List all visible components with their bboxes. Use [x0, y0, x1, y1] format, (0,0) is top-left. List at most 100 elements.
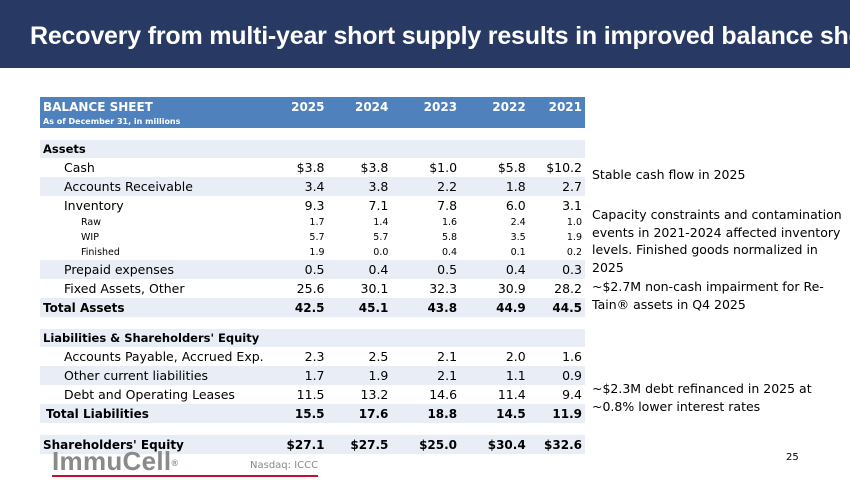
- cell-value: 0.4: [441, 247, 458, 258]
- cell-value: $3.8: [360, 160, 389, 175]
- cell-value: 2.3: [304, 349, 325, 364]
- row-label: Inventory: [64, 198, 124, 213]
- cell-value: 42.5: [263, 298, 328, 317]
- cell-value: 3.4: [263, 177, 328, 196]
- balance-sheet-table: BALANCE SHEET 2025 2024 2023 2022 2021 A…: [40, 97, 585, 454]
- row-label: Debt and Operating Leases: [64, 387, 235, 402]
- row-label: WIP: [81, 232, 99, 243]
- cell-value: 0.0: [373, 247, 389, 258]
- cell-value: 2.1: [391, 366, 461, 385]
- footer-accent-line: [52, 475, 318, 477]
- assets-heading: Assets: [40, 140, 585, 158]
- slide-title: Recovery from multi-year short supply re…: [30, 22, 850, 50]
- total-row: Total Assets 42.5 45.1 43.8 44.9 44.5: [40, 298, 585, 317]
- table-row: Accounts Payable, Accrued Exp. 2.3 2.5 2…: [40, 347, 585, 366]
- cell-value: 2.7: [528, 177, 585, 196]
- cell-value: 1.1: [460, 366, 529, 385]
- cell-value: 0.3: [528, 260, 585, 279]
- page-number: 25: [786, 452, 799, 463]
- cell-value: $27.1: [263, 435, 328, 454]
- total-row: Total Liabilities 15.5 17.6 18.8 14.5 11…: [40, 404, 585, 423]
- table-title: BALANCE SHEET: [40, 97, 264, 114]
- cell-value: 2.1: [437, 349, 458, 364]
- note-debt: ~$2.3M debt refinanced in 2025 at ~0.8% …: [592, 381, 812, 414]
- liabilities-heading: Liabilities & Shareholders' Equity: [40, 329, 585, 347]
- cell-value: 3.1: [562, 198, 582, 213]
- cell-value: 1.6: [562, 349, 582, 364]
- cell-value: 3.5: [510, 232, 526, 243]
- immucell-logo: ImmuCell®: [52, 447, 178, 475]
- cell-value: 45.1: [327, 298, 392, 317]
- cell-value: 0.4: [327, 260, 392, 279]
- cell-value: 1.4: [373, 217, 389, 228]
- row-label: Accounts Payable, Accrued Exp.: [64, 349, 264, 364]
- total-row: Shareholders' Equity $27.1 $27.5 $25.0 $…: [40, 435, 585, 454]
- section-row: Assets: [40, 140, 585, 158]
- cell-value: 14.6: [429, 387, 458, 402]
- cell-value: 9.4: [562, 387, 582, 402]
- cell-value: 0.1: [510, 247, 526, 258]
- cell-value: 11.9: [528, 404, 585, 423]
- table-subtitle: As of December 31, in millions: [40, 114, 585, 128]
- cell-value: 1.0: [566, 217, 582, 228]
- row-label: Raw: [81, 217, 101, 228]
- cell-value: 1.7: [309, 217, 325, 228]
- row-label: Finished: [81, 247, 120, 258]
- logo-text: ImmuCell: [52, 446, 172, 476]
- table-row: Raw 1.7 1.4 1.6 2.4 1.0: [40, 215, 585, 230]
- registered-mark: ®: [171, 458, 179, 468]
- table-row: Prepaid expenses 0.5 0.4 0.5 0.4 0.3: [40, 260, 585, 279]
- cell-value: $10.2: [546, 160, 582, 175]
- table-row: Other current liabilities 1.7 1.9 2.1 1.…: [40, 366, 585, 385]
- section-row: Liabilities & Shareholders' Equity: [40, 329, 585, 347]
- title-bar: Recovery from multi-year short supply re…: [0, 0, 850, 68]
- table-row: Accounts Receivable 3.4 3.8 2.2 1.8 2.7: [40, 177, 585, 196]
- cell-value: 2.5: [368, 349, 389, 364]
- cell-value: 5.7: [309, 232, 325, 243]
- cell-value: 1.7: [263, 366, 328, 385]
- table-row: Inventory 9.3 7.1 7.8 6.0 3.1: [40, 196, 585, 215]
- year-header: 2022: [460, 97, 529, 114]
- row-label: Total Liabilities: [40, 404, 264, 423]
- cell-value: 2.0: [505, 349, 526, 364]
- cell-value: 44.9: [460, 298, 529, 317]
- ticker-label: Nasdaq: ICCC: [250, 460, 319, 471]
- cell-value: 30.9: [497, 281, 526, 296]
- cell-value: 32.3: [429, 281, 458, 296]
- table-subtitle-row: As of December 31, in millions: [40, 114, 585, 128]
- cell-value: 6.0: [505, 198, 526, 213]
- cell-value: $27.5: [327, 435, 392, 454]
- cell-value: 44.5: [528, 298, 585, 317]
- cell-value: 0.5: [263, 260, 328, 279]
- cell-value: 1.8: [460, 177, 529, 196]
- cell-value: $3.8: [296, 160, 325, 175]
- cell-value: $25.0: [391, 435, 461, 454]
- cell-value: 14.5: [460, 404, 529, 423]
- table-header-row: BALANCE SHEET 2025 2024 2023 2022 2021: [40, 97, 585, 114]
- cell-value: 1.9: [566, 232, 582, 243]
- year-header: 2023: [391, 97, 461, 114]
- cell-value: 7.1: [368, 198, 389, 213]
- row-label: Accounts Receivable: [40, 177, 264, 196]
- cell-value: 9.3: [304, 198, 325, 213]
- cell-value: $5.8: [497, 160, 526, 175]
- row-label: Total Assets: [40, 298, 264, 317]
- cell-value: $30.4: [460, 435, 529, 454]
- table-row: Cash $3.8 $3.8 $1.0 $5.8 $10.2: [40, 158, 585, 177]
- row-label: Shareholders' Equity: [40, 435, 264, 454]
- cell-value: 7.8: [437, 198, 458, 213]
- row-label: Fixed Assets, Other: [64, 281, 185, 296]
- year-header: 2024: [327, 97, 392, 114]
- row-label: Other current liabilities: [40, 366, 264, 385]
- cell-value: 30.1: [360, 281, 389, 296]
- cell-value: 25.6: [296, 281, 325, 296]
- cell-value: 5.8: [441, 232, 458, 243]
- cell-value: 1.6: [441, 217, 458, 228]
- cell-value: 17.6: [327, 404, 392, 423]
- year-header: 2025: [263, 97, 328, 114]
- cell-value: $32.6: [528, 435, 585, 454]
- cell-value: 0.5: [391, 260, 461, 279]
- cell-value: 3.8: [327, 177, 392, 196]
- row-label: Prepaid expenses: [40, 260, 264, 279]
- cell-value: 18.8: [391, 404, 461, 423]
